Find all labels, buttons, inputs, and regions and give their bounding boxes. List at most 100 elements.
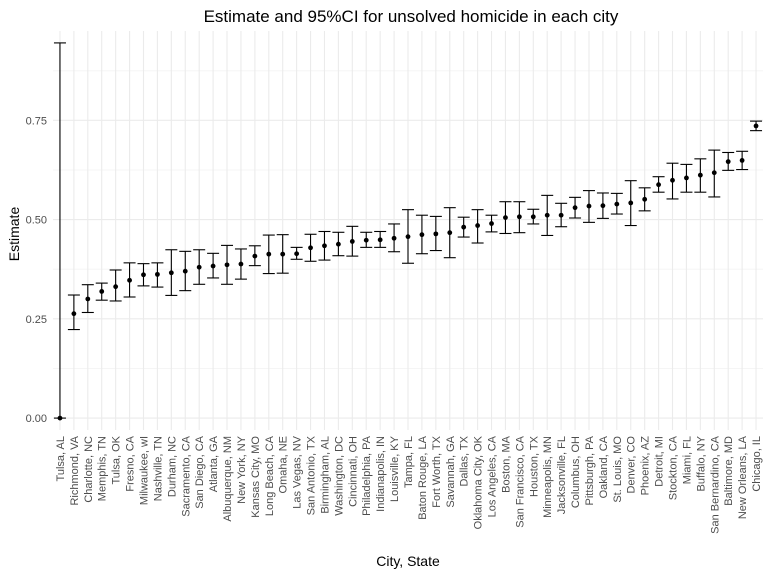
data-point (433, 231, 439, 237)
x-tick-label: Dallas, TX (459, 435, 471, 486)
data-point (224, 262, 230, 268)
x-tick-label: San Antonio, TX (306, 435, 318, 515)
data-point (642, 196, 648, 202)
x-tick-label: Stockton, CA (668, 435, 680, 500)
data-point (99, 289, 105, 294)
data-point (461, 224, 467, 230)
x-tick-labels: Tulsa, AL Richmond, VA Charlotte, NC Memphi… (55, 435, 763, 534)
x-tick-label: Kansas City, MO (250, 436, 262, 518)
data-point (335, 241, 341, 247)
data-points (57, 123, 759, 421)
y-tick-label: 0.00 (26, 413, 47, 425)
data-point (294, 251, 300, 257)
x-tick-label: Fort Worth, TX (431, 435, 443, 507)
data-point (252, 253, 258, 259)
data-point (489, 221, 494, 226)
data-point (656, 182, 661, 188)
data-point (405, 234, 411, 240)
x-tick-label: Jacksonville, FL (556, 436, 568, 514)
data-point (697, 172, 703, 178)
data-point (113, 284, 119, 290)
x-tick-label: Denver, CO (626, 436, 638, 494)
data-point (614, 201, 620, 207)
data-point (391, 235, 397, 241)
x-tick-label: Oakland, CA (598, 435, 610, 498)
data-point (753, 123, 759, 129)
x-tick-label: Buffalo, NY (695, 435, 707, 491)
data-point (503, 215, 508, 220)
x-tick-label: Pittsburgh, PA (584, 435, 596, 505)
data-point (349, 239, 355, 244)
x-tick-label: Boston, MA (500, 435, 512, 493)
data-point (670, 177, 675, 183)
x-tick-label: Minneapolis, MN (542, 436, 554, 518)
data-point (182, 268, 188, 274)
y-tick-label: 0.50 (26, 215, 47, 227)
data-point (684, 175, 689, 181)
y-tick-label: 0.25 (26, 314, 47, 326)
x-tick-label: Oklahoma City, OK (473, 435, 485, 529)
x-tick-label: Washington, DC (333, 436, 345, 516)
data-point (516, 214, 522, 220)
y-tick-label: 0.75 (26, 115, 47, 127)
data-point (628, 200, 634, 206)
data-point (419, 232, 425, 238)
x-tick-label: St. Louis, MO (612, 436, 624, 503)
x-tick-label: Phoenix, AZ (640, 436, 652, 496)
x-tick-label: Baton Rouge, LA (417, 435, 429, 519)
x-tick-label: Los Angeles, CA (487, 435, 499, 517)
x-tick-label: San Diego, CA (194, 435, 206, 508)
x-tick-label: Milwaukee, wI (138, 436, 150, 505)
y-axis-title: Estimate (6, 207, 22, 262)
data-point (544, 212, 550, 218)
data-point (475, 223, 481, 228)
x-tick-label: Birmingham, AL (319, 436, 331, 514)
x-tick-label: Fresno, CA (125, 435, 137, 491)
data-point (238, 261, 244, 267)
y-tick-labels: 0.00 0.25 0.50 0.75 (26, 115, 47, 425)
x-tick-label: Detroit, MI (654, 436, 666, 487)
data-point (725, 159, 731, 165)
data-point (530, 214, 536, 220)
data-point (141, 272, 146, 278)
x-tick-label: New Orleans, LA (737, 435, 749, 519)
x-tick-label: Atlanta, GA (208, 435, 220, 492)
x-tick-label: Nashville, TN (152, 436, 164, 501)
data-point (322, 243, 327, 249)
x-tick-label: Houston, TX (528, 435, 540, 497)
data-point (168, 270, 174, 276)
x-tick-label: Indianapolis, IN (375, 436, 387, 512)
x-tick-label: Philadelphia, PA (361, 435, 373, 516)
data-point (266, 251, 272, 257)
x-tick-label: Sacramento, CA (180, 435, 192, 516)
x-tick-label: Albuquerque, NM (222, 436, 234, 522)
data-point (280, 251, 286, 257)
data-point (127, 277, 132, 283)
data-point (447, 230, 453, 236)
x-tick-label: Miami, FL (681, 436, 693, 484)
chart-title: Estimate and 95%CI for unsolved homicide… (204, 7, 619, 26)
data-point (600, 203, 606, 209)
data-point (558, 212, 564, 218)
x-tick-label: San Bernardino, CA (709, 435, 721, 533)
data-point (308, 245, 313, 251)
x-tick-label: Chicago, IL (751, 436, 763, 492)
data-point (377, 237, 383, 243)
x-tick-label: Tulsa, AL (55, 436, 67, 481)
x-tick-label: Louisville, KY (389, 435, 401, 502)
x-tick-label: Omaha, NE (278, 436, 290, 493)
x-tick-label: Columbus, OH (570, 436, 582, 508)
data-point (210, 263, 216, 269)
x-tick-label: Tulsa, OK (111, 435, 123, 484)
data-point (155, 271, 160, 277)
x-tick-label: Durham, NC (166, 436, 178, 497)
x-axis-title: City, State (376, 553, 440, 569)
x-tick-label: San Francisco, CA (514, 435, 526, 527)
x-tick-label: Memphis, TN (97, 436, 109, 501)
x-tick-label: Tampa, FL (403, 436, 415, 488)
data-point (85, 296, 91, 302)
x-tick-label: Richmond, VA (69, 435, 81, 505)
x-tick-label: Long Beach, CA (264, 435, 276, 516)
data-point (57, 415, 63, 421)
